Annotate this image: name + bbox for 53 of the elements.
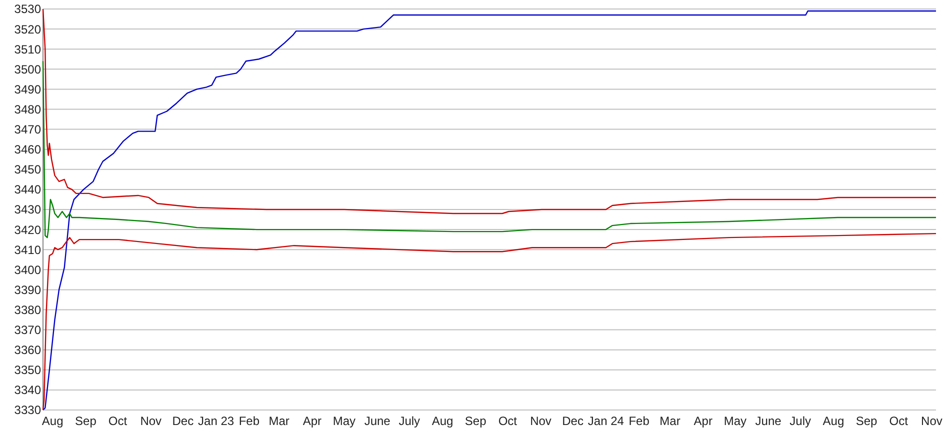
- x-tick-label: Sep: [464, 414, 487, 428]
- y-tick-label: 3420: [14, 222, 42, 237]
- y-tick-label: 3380: [14, 302, 42, 317]
- x-tick-label: June: [364, 414, 391, 428]
- x-tick-label: Apr: [694, 414, 712, 428]
- y-tick-label: 3470: [14, 122, 42, 136]
- x-tick-label: Oct: [498, 414, 518, 428]
- y-tick-label: 3500: [14, 62, 42, 76]
- x-tick-label: June: [755, 414, 782, 428]
- x-tick-label: Sep: [856, 414, 878, 428]
- line-series: [42, 60, 937, 238]
- y-tick-label: 3370: [14, 323, 42, 337]
- x-tick-label: Jan 24: [588, 414, 624, 428]
- y-tick-label: 3520: [14, 22, 42, 36]
- y-tick-label: 3480: [14, 102, 42, 116]
- x-tick-label: Oct: [108, 414, 128, 428]
- y-tick-label: 3410: [14, 242, 42, 257]
- x-tick-label: Nov: [140, 414, 162, 428]
- x-tick-label: July: [398, 414, 420, 428]
- y-tick-label: 3450: [14, 162, 42, 177]
- x-tick-label: Apr: [302, 414, 322, 428]
- y-tick-label: 3400: [14, 262, 42, 277]
- line-series: [42, 10, 937, 411]
- y-tick-label: 3430: [14, 202, 42, 217]
- x-tick-label: May: [332, 414, 356, 428]
- x-tick-label: Dec: [562, 414, 584, 428]
- y-tick-label: 3330: [14, 403, 42, 418]
- x-tick-label: Jan 23: [198, 414, 234, 428]
- y-tick-label: 3460: [14, 142, 42, 157]
- y-tick-label: 3390: [14, 282, 42, 297]
- y-tick-label: 3530: [14, 2, 42, 16]
- x-tick-label: Mar: [268, 414, 290, 428]
- x-tick-label: Oct: [889, 414, 909, 428]
- x-tick-label: Sep: [75, 414, 97, 428]
- x-tick-label: Aug: [42, 414, 64, 428]
- x-tick-label: May: [724, 414, 747, 428]
- y-tick-label: 3440: [14, 182, 42, 197]
- line-series: [42, 232, 937, 411]
- x-tick-label: Dec: [172, 414, 194, 428]
- x-tick-label: Aug: [822, 414, 844, 428]
- x-tick-label: Nov: [921, 414, 942, 428]
- y-tick-label: 3350: [14, 363, 42, 378]
- x-tick-label: Feb: [628, 414, 650, 428]
- y-tick-label: 3340: [14, 383, 42, 398]
- x-tick-label: Aug: [432, 414, 454, 428]
- line-series: [42, 8, 937, 214]
- x-tick-label: Feb: [238, 414, 260, 428]
- x-tick-label: Nov: [530, 414, 552, 428]
- x-tick-label: July: [790, 414, 812, 428]
- y-tick-label: 3490: [14, 82, 42, 96]
- y-tick-label: 3360: [14, 343, 42, 358]
- y-tick-label: 3510: [14, 42, 42, 56]
- x-tick-label: Mar: [660, 414, 680, 428]
